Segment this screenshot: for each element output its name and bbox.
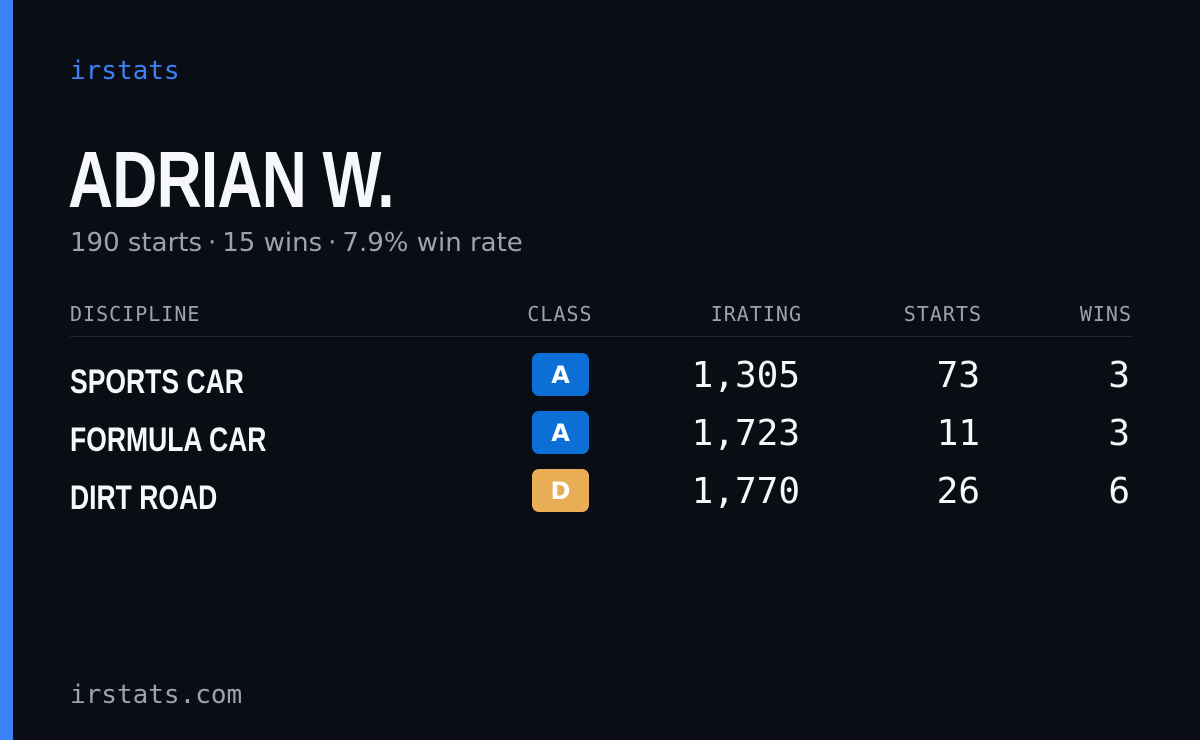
table-row: FORMULA CAR A 1,723 11 3 (70, 411, 1132, 469)
summary-wins: 15 wins (222, 228, 323, 258)
class-badge: A (532, 411, 589, 454)
table-header: DISCIPLINE CLASS IRATING STARTS WINS (70, 298, 1132, 337)
wins-value: 6 (1108, 471, 1130, 512)
accent-bar (0, 0, 13, 740)
header-wins: WINS (1079, 302, 1132, 326)
wins-value: 3 (1108, 413, 1130, 454)
discipline-name: SPORTS CAR (70, 363, 244, 401)
header-class: CLASS (527, 302, 593, 326)
summary-starts: 190 starts (70, 228, 202, 258)
header-irating: IRATING (710, 302, 802, 326)
header-starts: STARTS (903, 302, 982, 326)
discipline-name: FORMULA CAR (70, 421, 267, 459)
summary-separator: · (328, 228, 337, 258)
summary-win-rate: 7.9% win rate (342, 228, 523, 258)
starts-value: 11 (936, 413, 980, 454)
wins-value: 3 (1108, 355, 1130, 396)
class-badge: D (532, 469, 589, 512)
starts-value: 26 (936, 471, 980, 512)
table-row: SPORTS CAR A 1,305 73 3 (70, 353, 1132, 411)
table-row: DIRT ROAD D 1,770 26 6 (70, 469, 1132, 527)
irating-value: 1,305 (691, 355, 800, 396)
footer-url: irstats.com (70, 680, 243, 710)
starts-value: 73 (936, 355, 980, 396)
header-discipline: DISCIPLINE (70, 302, 201, 326)
driver-name: ADRIAN W. (68, 135, 395, 224)
table-body: SPORTS CAR A 1,305 73 3 FORMULA CAR A 1,… (70, 337, 1132, 527)
summary-separator: · (208, 228, 217, 258)
discipline-table: DISCIPLINE CLASS IRATING STARTS WINS SPO… (70, 298, 1132, 527)
irating-value: 1,723 (691, 413, 800, 454)
brand-logo: irstats (70, 56, 180, 86)
driver-summary: 190 starts · 15 wins · 7.9% win rate (70, 228, 523, 258)
class-badge: A (532, 353, 589, 396)
irating-value: 1,770 (691, 471, 800, 512)
discipline-name: DIRT ROAD (70, 479, 218, 517)
